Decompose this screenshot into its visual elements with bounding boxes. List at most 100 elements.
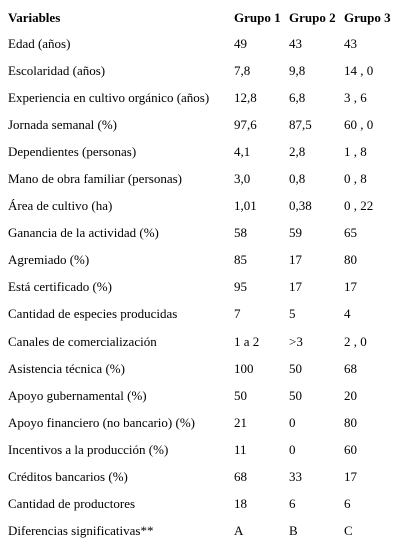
row-grupo-3: 80 xyxy=(344,252,357,268)
row-grupo-2: 50 xyxy=(289,387,302,403)
row-grupo-3: 1 , 8 xyxy=(344,143,367,159)
table-row: Canales de comercialización 1 a 2 >3 2 ,… xyxy=(8,328,400,355)
row-grupo-2: 0,38 xyxy=(289,198,312,214)
row-grupo-1: 7,8 xyxy=(234,62,251,78)
row-variable: Apoyo financiero (no bancario) (%) xyxy=(8,414,195,430)
row-grupo-1: 7 xyxy=(234,306,241,322)
row-grupo-2: 0 xyxy=(289,441,296,457)
row-grupo-2: 6,8 xyxy=(289,89,306,105)
table-row: Asistencia técnica (%) 100 50 68 xyxy=(8,355,400,382)
row-grupo-1: 95 xyxy=(234,279,247,295)
row-grupo-3: 60 xyxy=(344,441,357,457)
row-variable: Cantidad de especies producidas xyxy=(8,306,178,322)
row-grupo-1: A xyxy=(234,523,244,539)
table-row: Dependientes (personas) 4,1 2,8 1 , 8 xyxy=(8,138,400,165)
row-variable: Mano de obra familiar (personas) xyxy=(8,171,182,187)
row-grupo-2: 33 xyxy=(289,469,302,485)
table-row: Escolaridad (años) 7,8 9,8 14 , 0 xyxy=(8,57,400,84)
row-grupo-2: 50 xyxy=(289,360,302,376)
row-grupo-1: 11 xyxy=(234,441,247,457)
row-variable: Jornada semanal (%) xyxy=(8,116,118,132)
row-variable: Apoyo gubernamental (%) xyxy=(8,387,147,403)
row-grupo-1: 18 xyxy=(234,496,247,512)
table-row: Apoyo gubernamental (%) 50 50 20 xyxy=(8,382,400,409)
header-grupo-1: Grupo 1 xyxy=(234,10,281,25)
row-grupo-2: 0 xyxy=(289,414,296,430)
row-grupo-3: 68 xyxy=(344,360,357,376)
header-grupo-2: Grupo 2 xyxy=(289,10,336,25)
row-grupo-2: 43 xyxy=(289,35,302,51)
table-row: Apoyo financiero (no bancario) (%) 21 0 … xyxy=(8,409,400,436)
row-grupo-3: 0 , 22 xyxy=(344,198,374,214)
row-variable: Dependientes (personas) xyxy=(8,143,137,159)
row-grupo-3: 3 , 6 xyxy=(344,89,367,105)
row-grupo-2: 6 xyxy=(289,496,296,512)
row-grupo-1: 1 a 2 xyxy=(234,333,260,349)
row-variable: Agremiado (%) xyxy=(8,252,90,268)
table-row: Área de cultivo (ha) 1,01 0,38 0 , 22 xyxy=(8,193,400,220)
row-grupo-1: 50 xyxy=(234,387,247,403)
table-row: Está certificado (%) 95 17 17 xyxy=(8,274,400,301)
table-row: Cantidad de productores 18 6 6 xyxy=(8,491,400,518)
table-row: Agremiado (%) 85 17 80 xyxy=(8,247,400,274)
table-row: Experiencia en cultivo orgánico (años) 1… xyxy=(8,84,400,111)
row-variable: Créditos bancarios (%) xyxy=(8,469,128,485)
row-grupo-1: 3,0 xyxy=(234,171,251,187)
header-variables: Variables xyxy=(8,10,61,25)
row-grupo-3: 4 xyxy=(344,306,351,322)
row-grupo-3: 20 xyxy=(344,387,357,403)
row-grupo-3: 6 xyxy=(344,496,351,512)
row-variable: Escolaridad (años) xyxy=(8,62,106,78)
row-grupo-2: 5 xyxy=(289,306,296,322)
table-row: Edad (años) 49 43 43 xyxy=(8,30,400,57)
row-grupo-1: 58 xyxy=(234,225,247,241)
row-grupo-3: 80 xyxy=(344,414,357,430)
row-variable: Asistencia técnica (%) xyxy=(8,360,125,376)
header-grupo-3: Grupo 3 xyxy=(344,10,391,25)
row-variable: Ganancia de la actividad (%) xyxy=(8,225,159,241)
row-grupo-3: 14 , 0 xyxy=(344,62,374,78)
row-grupo-2: 59 xyxy=(289,225,302,241)
header-row: Variables Grupo 1 Grupo 2 Grupo 3 xyxy=(8,6,400,30)
row-grupo-3: 17 xyxy=(344,279,357,295)
row-grupo-1: 49 xyxy=(234,35,247,51)
row-variable: Canales de comercialización xyxy=(8,333,157,349)
row-grupo-3: 2 , 0 xyxy=(344,333,367,349)
row-grupo-3: C xyxy=(344,523,353,539)
row-grupo-1: 85 xyxy=(234,252,247,268)
row-grupo-1: 21 xyxy=(234,414,247,430)
table-row: Créditos bancarios (%) 68 33 17 xyxy=(8,464,400,491)
row-grupo-2: B xyxy=(289,523,298,539)
row-grupo-3: 43 xyxy=(344,35,357,51)
table-row: Diferencias significativas** A B C xyxy=(8,518,400,545)
table-row: Ganancia de la actividad (%) 58 59 65 xyxy=(8,220,400,247)
table-row: Mano de obra familiar (personas) 3,0 0,8… xyxy=(8,165,400,192)
row-grupo-1: 68 xyxy=(234,469,247,485)
row-grupo-1: 1,01 xyxy=(234,198,257,214)
row-variable: Experiencia en cultivo orgánico (años) xyxy=(8,89,210,105)
row-grupo-1: 4,1 xyxy=(234,143,251,159)
row-grupo-2: 9,8 xyxy=(289,62,306,78)
row-grupo-3: 17 xyxy=(344,469,357,485)
row-variable: Está certificado (%) xyxy=(8,279,112,295)
row-grupo-3: 60 , 0 xyxy=(344,116,374,132)
data-table: Variables Grupo 1 Grupo 2 Grupo 3 Edad (… xyxy=(8,6,400,545)
row-variable: Incentivos a la producción (%) xyxy=(8,441,169,457)
table-row: Cantidad de especies producidas 7 5 4 xyxy=(8,301,400,328)
row-grupo-2: 17 xyxy=(289,279,302,295)
row-grupo-2: 87,5 xyxy=(289,116,312,132)
row-variable: Diferencias significativas** xyxy=(8,523,154,539)
row-grupo-2: 2,8 xyxy=(289,143,306,159)
table-body: Edad (años) 49 43 43 Escolaridad (años) … xyxy=(8,30,400,545)
row-grupo-3: 0 , 8 xyxy=(344,171,367,187)
table-row: Jornada semanal (%) 97,6 87,5 60 , 0 xyxy=(8,111,400,138)
row-variable: Cantidad de productores xyxy=(8,496,136,512)
row-grupo-1: 100 xyxy=(234,360,254,376)
row-grupo-2: 0,8 xyxy=(289,171,306,187)
row-variable: Área de cultivo (ha) xyxy=(8,198,113,214)
row-grupo-3: 65 xyxy=(344,225,357,241)
row-grupo-2: >3 xyxy=(289,333,303,349)
row-variable: Edad (años) xyxy=(8,35,71,51)
table-row: Incentivos a la producción (%) 11 0 60 xyxy=(8,436,400,463)
row-grupo-1: 97,6 xyxy=(234,116,257,132)
